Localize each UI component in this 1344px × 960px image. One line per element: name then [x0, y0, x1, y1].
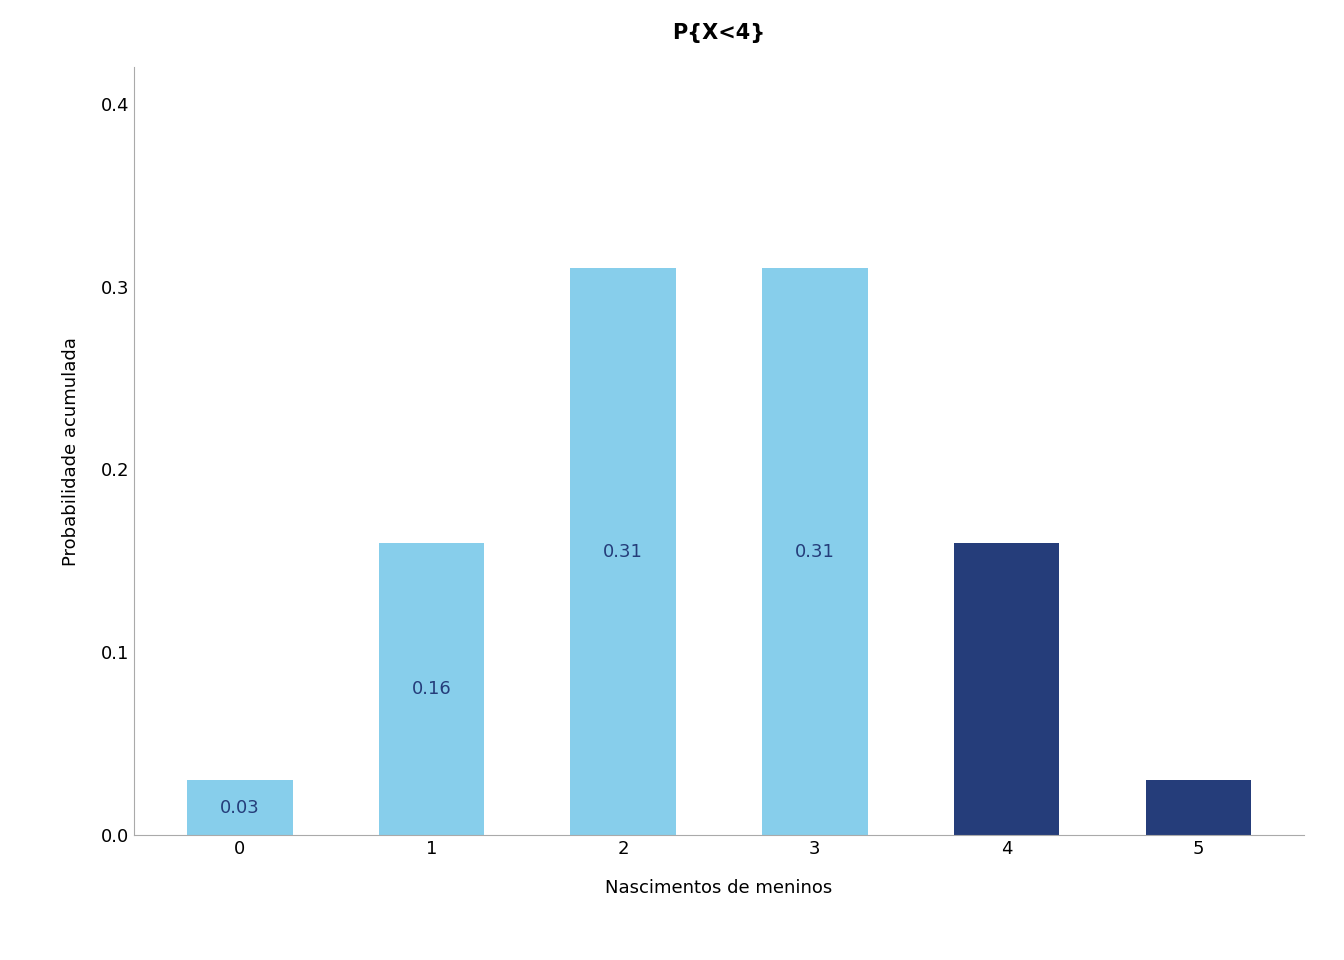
Text: 0.31: 0.31	[794, 542, 835, 561]
Title: P{X<4}: P{X<4}	[672, 23, 766, 43]
Text: 0.03: 0.03	[220, 799, 259, 817]
Bar	[570, 269, 676, 835]
X-axis label: Nascimentos de meninos: Nascimentos de meninos	[605, 879, 833, 897]
Y-axis label: Probabilidade acumulada: Probabilidade acumulada	[62, 337, 81, 565]
Text: 0.16: 0.16	[411, 680, 452, 698]
Bar	[1145, 780, 1251, 835]
Bar	[762, 269, 868, 835]
Bar	[187, 780, 293, 835]
Bar	[379, 542, 484, 835]
Bar	[954, 542, 1059, 835]
Text: 0.31: 0.31	[603, 542, 644, 561]
